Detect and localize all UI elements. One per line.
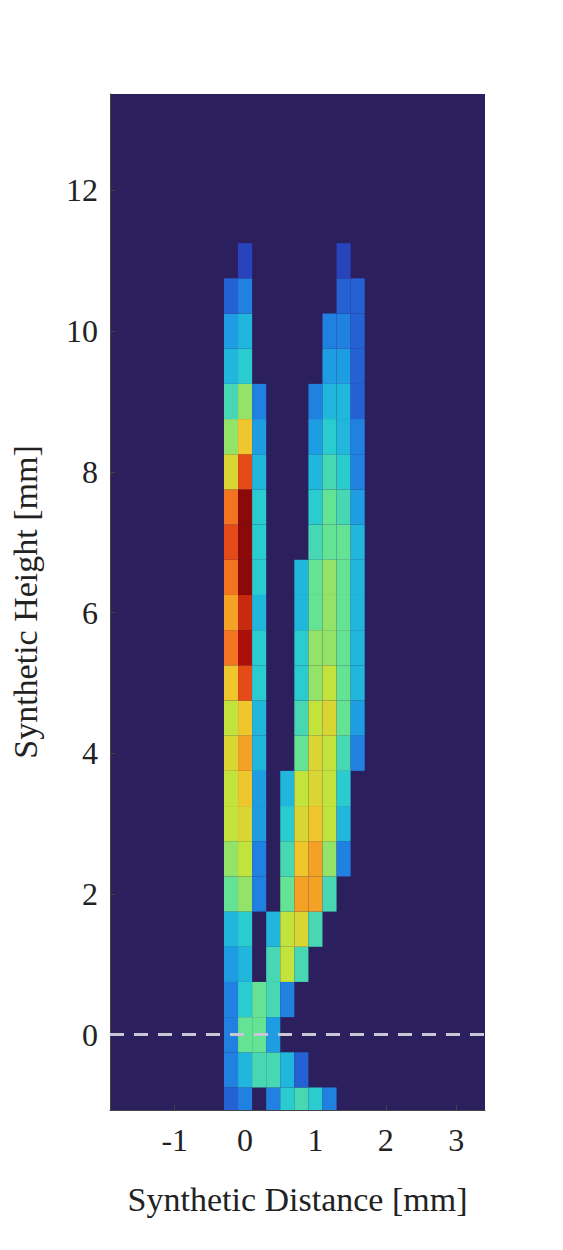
- svg-text:0: 0: [82, 1017, 98, 1053]
- svg-text:-1: -1: [161, 1122, 188, 1158]
- svg-text:1: 1: [307, 1122, 323, 1158]
- svg-text:Synthetic Height [mm]: Synthetic Height [mm]: [7, 445, 44, 759]
- svg-text:12: 12: [66, 172, 98, 208]
- svg-text:0: 0: [237, 1122, 253, 1158]
- svg-text:6: 6: [82, 595, 98, 631]
- svg-text:8: 8: [82, 454, 98, 490]
- svg-text:10: 10: [66, 313, 98, 349]
- svg-text:2: 2: [82, 876, 98, 912]
- svg-text:Synthetic Distance [mm]: Synthetic Distance [mm]: [128, 1181, 468, 1218]
- svg-text:4: 4: [82, 735, 98, 771]
- svg-text:3: 3: [448, 1122, 464, 1158]
- svg-text:2: 2: [378, 1122, 394, 1158]
